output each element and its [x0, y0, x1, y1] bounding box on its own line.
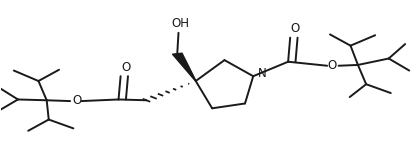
Text: N: N — [258, 67, 267, 80]
Text: O: O — [328, 59, 337, 72]
Text: O: O — [72, 94, 81, 107]
Text: OH: OH — [171, 17, 190, 30]
Polygon shape — [173, 53, 196, 81]
Text: O: O — [290, 22, 300, 35]
Text: O: O — [121, 61, 130, 74]
